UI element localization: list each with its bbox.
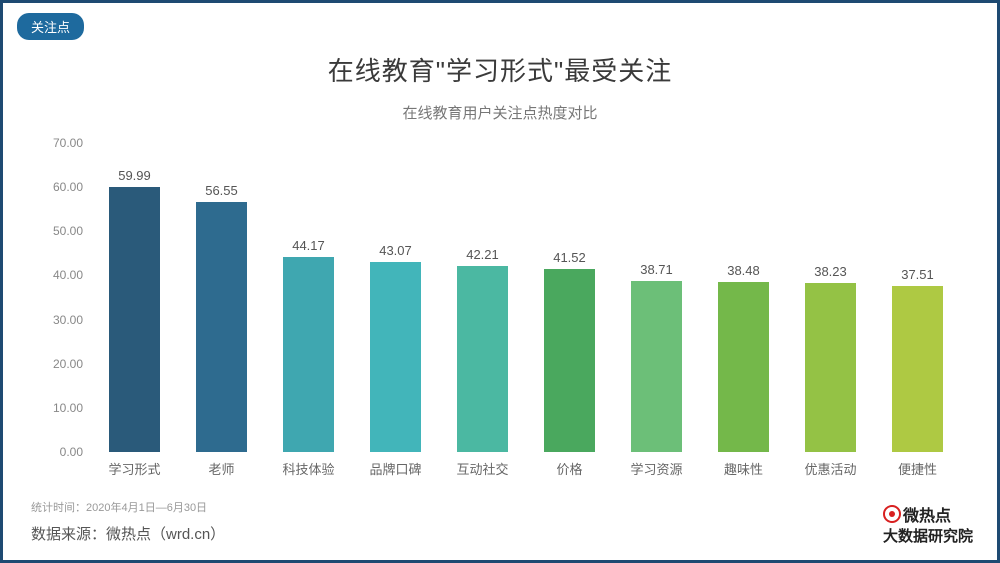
bar <box>109 187 159 452</box>
bar-value-label: 56.55 <box>205 183 238 198</box>
stat-time: 统计时间：2020年4月1日—6月30日 <box>31 499 969 515</box>
bar <box>283 257 333 452</box>
bar <box>457 266 507 452</box>
bar-value-label: 37.51 <box>901 267 934 282</box>
bar <box>370 262 420 452</box>
bar-value-label: 41.52 <box>553 250 586 265</box>
y-tick: 0.00 <box>60 445 83 459</box>
bar-column: 38.23 <box>787 143 874 452</box>
bars-container: 59.99 56.55 44.17 43.07 42.21 41.52 38.71 38.48… <box>91 143 961 452</box>
x-axis-label: 优惠活动 <box>787 459 874 478</box>
bar-value-label: 59.99 <box>118 168 151 183</box>
bar-column: 56.55 <box>178 143 265 452</box>
bar-column: 43.07 <box>352 143 439 452</box>
y-tick: 30.00 <box>53 313 83 327</box>
bar-value-label: 43.07 <box>379 243 412 258</box>
section-tag: 关注点 <box>17 13 84 40</box>
bar-value-label: 38.71 <box>640 262 673 277</box>
bar <box>718 282 768 452</box>
y-tick: 70.00 <box>53 136 83 150</box>
bar-column: 59.99 <box>91 143 178 452</box>
bar <box>631 281 681 452</box>
bar-value-label: 44.17 <box>292 238 325 253</box>
bar <box>544 269 594 452</box>
x-axis-label: 趣味性 <box>700 459 787 478</box>
bar <box>892 286 942 452</box>
bar-column: 42.21 <box>439 143 526 452</box>
x-axis-label: 价格 <box>526 459 613 478</box>
chart-title: 在线教育"学习形式"最受关注 <box>3 51 997 88</box>
x-axis-label: 老师 <box>178 459 265 478</box>
logo-text-1: 微热点 <box>903 502 951 526</box>
logo-icon <box>883 505 901 523</box>
chart-subtitle: 在线教育用户关注点热度对比 <box>3 102 997 123</box>
bar-column: 37.51 <box>874 143 961 452</box>
bar-value-label: 38.23 <box>814 264 847 279</box>
x-axis-label: 科技体验 <box>265 459 352 478</box>
x-axis-label: 便捷性 <box>874 459 961 478</box>
chart-area: 0.0010.0020.0030.0040.0050.0060.0070.00 … <box>39 143 961 452</box>
logo-text-2: 大数据研究院 <box>883 525 973 546</box>
y-tick: 50.00 <box>53 224 83 238</box>
bar-value-label: 42.21 <box>466 247 499 262</box>
bar <box>805 283 855 452</box>
x-axis-label: 品牌口碑 <box>352 459 439 478</box>
bar-column: 41.52 <box>526 143 613 452</box>
plot-area: 59.99 56.55 44.17 43.07 42.21 41.52 38.71 38.48… <box>91 143 961 452</box>
page-frame: 关注点 在线教育"学习形式"最受关注 在线教育用户关注点热度对比 0.00 10.… <box>0 0 1000 563</box>
bar-column: 38.71 <box>613 143 700 452</box>
bar <box>196 202 246 452</box>
x-axis-label: 互动社交 <box>439 459 526 478</box>
bar-value-label: 38.48 <box>727 263 760 278</box>
bar-column: 44.17 <box>265 143 352 452</box>
brand-logo: 微热点 大数据研究院 <box>883 502 973 546</box>
y-tick: 40.00 <box>53 268 83 282</box>
data-source: 数据来源：微热点（wrd.cn） <box>31 523 969 544</box>
bar-column: 38.48 <box>700 143 787 452</box>
x-axis-labels: 学习形式老师科技体验品牌口碑互动社交价格学习资源趣味性优惠活动便捷性 <box>91 459 961 478</box>
footer: 统计时间：2020年4月1日—6月30日 数据来源：微热点（wrd.cn） <box>31 499 969 544</box>
x-axis-label: 学习形式 <box>91 459 178 478</box>
y-tick: 10.00 <box>53 401 83 415</box>
y-axis: 0.0010.0020.0030.0040.0050.0060.0070.00 <box>39 143 89 452</box>
y-tick: 60.00 <box>53 180 83 194</box>
x-axis-label: 学习资源 <box>613 459 700 478</box>
logo-top-row: 微热点 <box>883 502 973 526</box>
y-tick: 20.00 <box>53 357 83 371</box>
